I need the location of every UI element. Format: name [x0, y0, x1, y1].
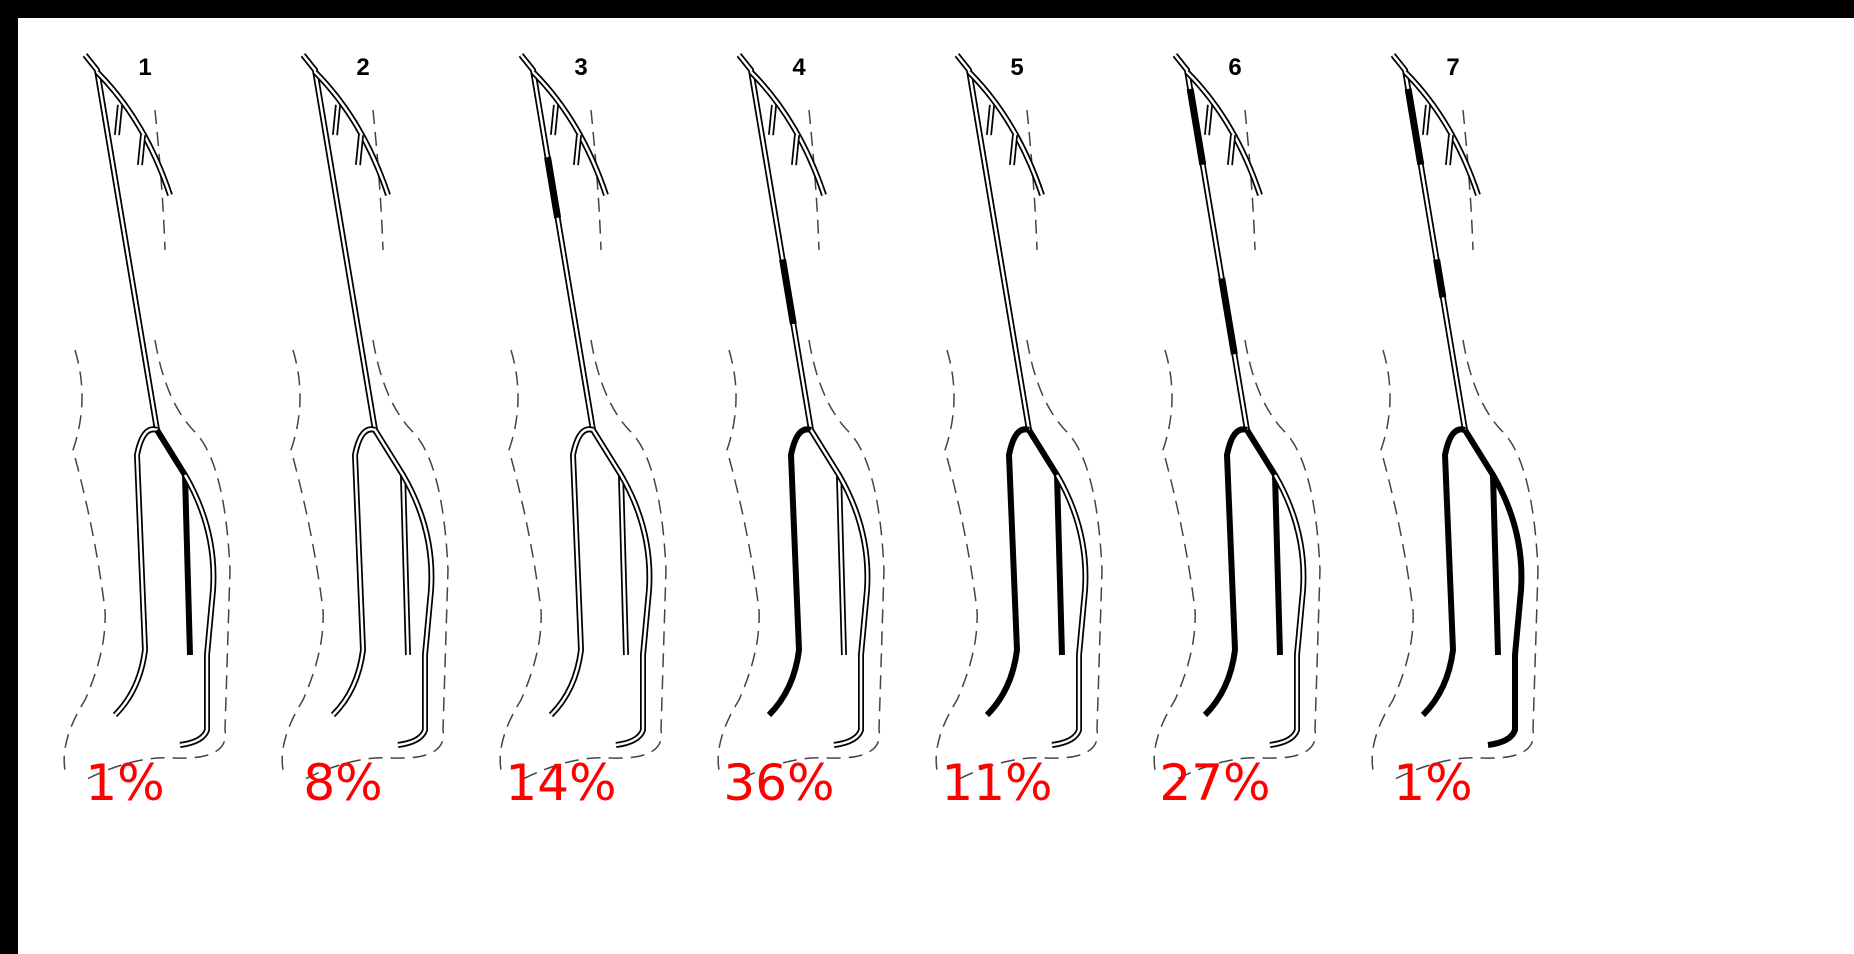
percentage: 1% — [85, 754, 164, 812]
percentage: 8% — [303, 754, 382, 812]
panel-number: 5 — [1010, 54, 1023, 81]
panel-number: 6 — [1228, 54, 1241, 81]
percentage: 1% — [1393, 754, 1472, 812]
panel-number: 3 — [574, 54, 587, 81]
percentage: 27% — [1159, 754, 1270, 812]
panel-number: 2 — [356, 54, 369, 81]
percentage: 14% — [505, 754, 616, 812]
panel-number: 1 — [138, 54, 151, 81]
panel-number: 4 — [792, 54, 806, 81]
percentage: 36% — [723, 754, 834, 812]
percentage: 11% — [941, 754, 1052, 812]
panel-number: 7 — [1446, 54, 1459, 81]
canvas — [18, 18, 1854, 954]
figure: 11%28%314%436%511%627%71% — [0, 0, 1854, 954]
